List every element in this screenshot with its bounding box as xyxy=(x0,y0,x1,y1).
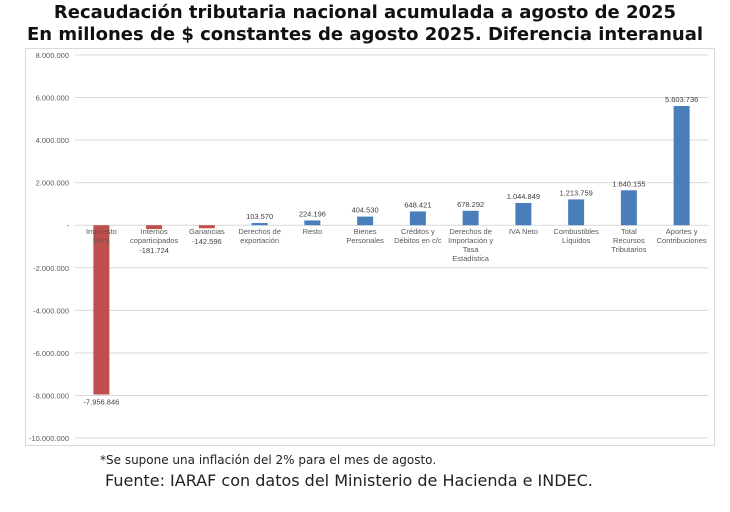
chart-title: Recaudación tributaria nacional acumulad… xyxy=(53,2,677,23)
data-label: 404.530 xyxy=(352,206,379,215)
data-label: 1.640.155 xyxy=(612,179,645,188)
footnote: *Se supone una inflación del 2% para el … xyxy=(100,453,437,467)
category-label: Combustibles Líquidos xyxy=(553,227,599,245)
y-tick-label: -10.000.000 xyxy=(29,434,69,443)
source-note: Fuente: IARAF con datos del Ministerio d… xyxy=(105,471,593,490)
category-label: Resto xyxy=(303,227,323,236)
category-label: Impuesto PAIS xyxy=(86,227,117,245)
data-label: 678.292 xyxy=(457,200,484,209)
bar xyxy=(198,225,215,229)
category-label: Bienes Personales xyxy=(346,227,384,245)
bar xyxy=(620,190,637,226)
bar xyxy=(515,202,532,226)
bar xyxy=(251,223,268,226)
bar xyxy=(673,105,690,226)
category-label: Derechos de Importación y Tasa Estadística xyxy=(448,227,493,263)
bar xyxy=(409,211,426,226)
bar xyxy=(357,216,374,226)
category-label: Total Recursos Tributarios xyxy=(611,227,646,254)
category-label: Derechos de exportación xyxy=(238,227,281,245)
bar xyxy=(568,199,585,226)
y-tick-label: -6.000.000 xyxy=(33,349,69,358)
data-label: 224.196 xyxy=(299,209,326,218)
bar xyxy=(304,220,321,226)
data-label: 5.603.736 xyxy=(665,95,698,104)
bar xyxy=(462,210,479,226)
y-tick-label: 8.000.000 xyxy=(36,51,69,60)
y-tick-label: 4.000.000 xyxy=(36,136,69,145)
chart-subtitle: En millones de $ constantes de agosto 20… xyxy=(26,24,704,45)
data-label: 648.421 xyxy=(404,200,431,209)
category-label: Internos coparticipados xyxy=(130,227,179,245)
data-label: -142.596 xyxy=(192,237,222,246)
data-label: -181.724 xyxy=(139,246,169,255)
y-tick-label: - xyxy=(67,221,70,230)
y-tick-label: -8.000.000 xyxy=(33,391,69,400)
data-label: 1.044.849 xyxy=(507,192,540,201)
y-tick-label: 6.000.000 xyxy=(36,94,69,103)
y-tick-label: 2.000.000 xyxy=(36,179,69,188)
y-tick-label: -4.000.000 xyxy=(33,306,69,315)
category-label: Aportes y Contribuciones xyxy=(657,227,707,245)
bar xyxy=(146,225,163,230)
category-label: Ganancias xyxy=(189,227,225,236)
data-label: 1.213.759 xyxy=(559,188,592,197)
chart-area xyxy=(25,48,715,446)
category-label: Créditos y Débitos en c/c xyxy=(394,227,442,245)
bar xyxy=(93,225,110,395)
y-tick-label: -2.000.000 xyxy=(33,264,69,273)
category-label: IVA Neto xyxy=(509,227,538,236)
data-label: -7.956.846 xyxy=(83,398,119,407)
data-label: 103.570 xyxy=(246,212,273,221)
